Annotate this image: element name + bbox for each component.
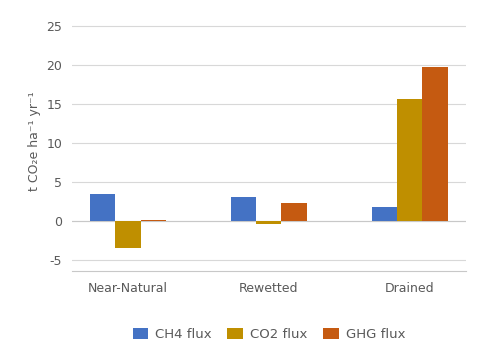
- Legend: CH4 flux, CO2 flux, GHG flux: CH4 flux, CO2 flux, GHG flux: [127, 322, 410, 346]
- Bar: [115, 221, 141, 248]
- Bar: [281, 203, 307, 221]
- Bar: [422, 67, 448, 221]
- Bar: [256, 221, 281, 224]
- Bar: [372, 207, 397, 221]
- Bar: [231, 197, 256, 221]
- Bar: [141, 220, 166, 221]
- Y-axis label: t CO₂e ha⁻¹ yr⁻¹: t CO₂e ha⁻¹ yr⁻¹: [28, 91, 41, 191]
- Bar: [397, 99, 422, 221]
- Bar: [90, 193, 115, 221]
